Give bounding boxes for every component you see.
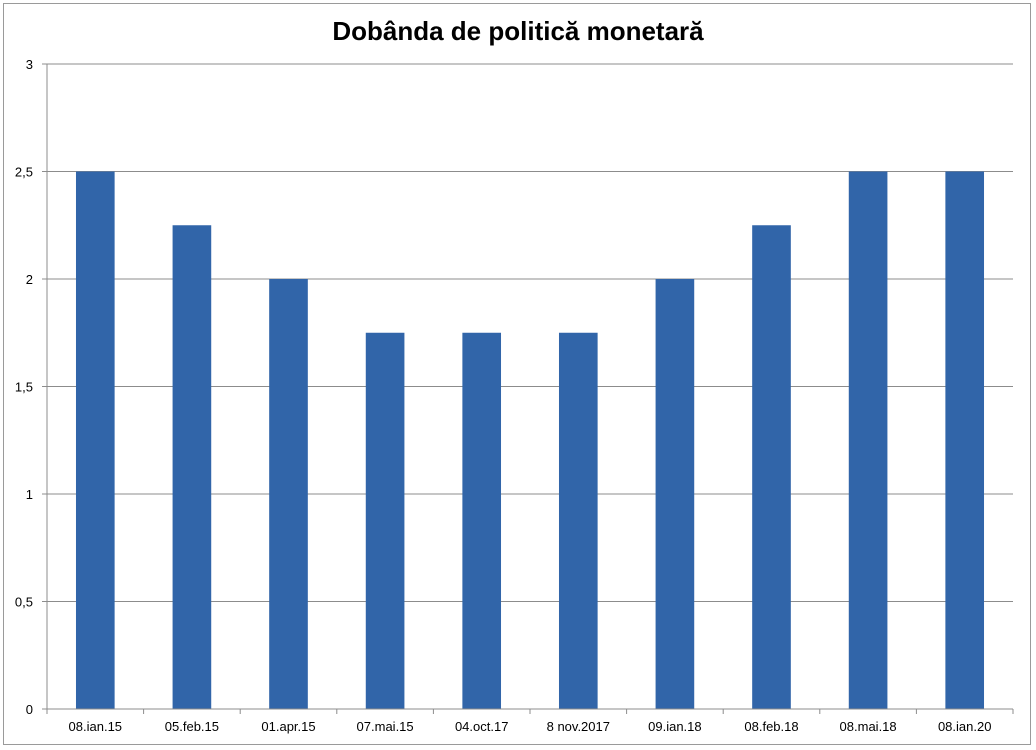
y-tick-labels: 0 0,5 1 1,5 2 2,5 3 xyxy=(15,57,33,717)
y-tick-label: 0 xyxy=(26,702,33,717)
x-tick-label: 09.ian.18 xyxy=(648,719,702,734)
bar xyxy=(75,171,115,709)
x-tick-label: 04.oct.17 xyxy=(455,719,509,734)
y-tick-label: 1 xyxy=(26,487,33,502)
axes xyxy=(42,63,1014,714)
x-tick-label: 05.feb.15 xyxy=(165,719,219,734)
x-tick-labels: 08.ian.15 05.feb.15 01.apr.15 07.mai.15 04.o… xyxy=(69,719,992,734)
bar xyxy=(945,171,985,709)
x-tick-label: 08.ian.20 xyxy=(938,719,992,734)
bar xyxy=(752,225,791,709)
bar xyxy=(172,225,212,709)
bar xyxy=(269,279,308,709)
bar xyxy=(848,171,888,709)
chart-title: Dobânda de politică monetară xyxy=(332,16,704,46)
y-tick-label: 2 xyxy=(26,272,33,287)
x-tick-label: 01.apr.15 xyxy=(261,719,315,734)
bar xyxy=(462,332,502,709)
y-tick-label: 0,5 xyxy=(15,595,33,610)
bar xyxy=(365,332,405,709)
bars xyxy=(75,171,985,709)
x-tick-label: 08.mai.18 xyxy=(840,719,897,734)
x-tick-label: 07.mai.15 xyxy=(357,719,414,734)
x-tick-label: 08.ian.15 xyxy=(69,719,123,734)
bar xyxy=(558,332,598,709)
x-tick-label: 08.feb.18 xyxy=(744,719,798,734)
y-tick-label: 1,5 xyxy=(15,380,33,395)
bar xyxy=(655,279,695,709)
y-tick-label: 2,5 xyxy=(15,165,33,180)
x-tick-label: 8 nov.2017 xyxy=(547,719,610,734)
y-tick-label: 3 xyxy=(26,57,33,72)
